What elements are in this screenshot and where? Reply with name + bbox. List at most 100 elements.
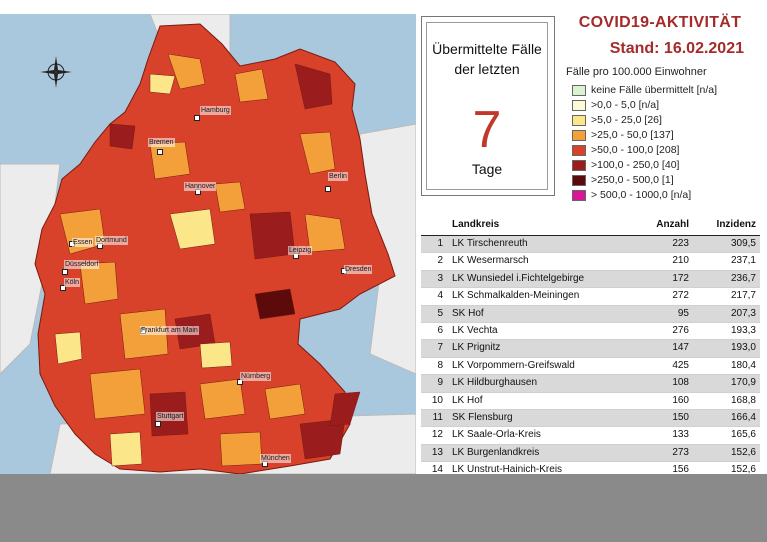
table-row[interactable]: 8 LK Vorpommern-Greifswald 425 180,4	[421, 358, 760, 376]
row-incidence: 152,6	[730, 464, 756, 476]
city-marker-duesseldorf	[62, 269, 68, 275]
legend-label: >250,0 - 500,0 [1]	[591, 174, 674, 186]
row-incidence: 237,1	[730, 255, 756, 267]
city-marker-berlin	[325, 186, 331, 192]
bottom-gray-band	[0, 474, 767, 542]
row-district: LK Unstrut-Hainich-Kreis	[452, 464, 563, 476]
legend-label: keine Fälle übermittelt [n/a]	[591, 84, 718, 96]
neighbor-land-west	[0, 163, 61, 375]
city-label-stuttgart: Stuttgart	[156, 412, 185, 421]
row-incidence: 217,7	[730, 290, 756, 302]
table-row[interactable]: 7 LK Prignitz 147 193,0	[421, 340, 760, 358]
compass-rose-icon	[40, 56, 72, 88]
row-district: LK Vorpommern-Greifswald	[452, 359, 575, 371]
legend-swatch	[572, 100, 586, 111]
legend-swatch	[572, 175, 586, 186]
legend-swatch	[572, 115, 586, 126]
row-incidence: 193,3	[730, 324, 756, 336]
row-count: 273	[672, 446, 689, 458]
row-rank: 6	[437, 324, 443, 336]
table-row[interactable]: 4 LK Schmalkalden-Meiningen 272 217,7	[421, 288, 760, 306]
row-rank: 14	[431, 464, 443, 476]
city-marker-koeln	[60, 285, 66, 291]
city-label-hannover: Hannover	[184, 182, 217, 191]
reporting-period-inner: Übermittelte Fälle der letzten 7 Tage	[426, 22, 548, 190]
city-label-bremen: Bremen	[148, 138, 175, 147]
row-district: LK Saale-Orla-Kreis	[452, 429, 541, 441]
row-district: SK Flensburg	[452, 411, 513, 423]
row-incidence: 170,9	[730, 377, 756, 389]
city-label-nuernberg: Nürnberg	[240, 372, 272, 381]
row-rank: 12	[431, 429, 443, 441]
col-header-incidence[interactable]: Inzidenz	[716, 219, 756, 230]
legend-label: >5,0 - 25,0 [26]	[591, 114, 662, 126]
row-rank: 1	[437, 238, 443, 249]
table-row[interactable]: 12 LK Saale-Orla-Kreis 133 165,6	[421, 427, 760, 445]
table-row[interactable]: 5 SK Hof 95 207,3	[421, 305, 760, 323]
row-rank: 4	[437, 290, 443, 302]
table-row[interactable]: 2 LK Wesermarsch 210 237,1	[421, 253, 760, 271]
row-count: 147	[672, 342, 689, 354]
germany-map[interactable]: Hamburg Bremen Hannover Berlin Essen Dor…	[0, 14, 416, 474]
table-header: Landkreis Anzahl Inzidenz	[421, 219, 760, 236]
row-incidence: 152,6	[730, 446, 756, 458]
row-incidence: 207,3	[730, 307, 756, 319]
row-district: LK Hof	[452, 394, 483, 406]
row-count: 276	[672, 324, 689, 336]
row-rank: 11	[432, 411, 443, 423]
city-label-duesseldorf: Düsseldorf	[64, 260, 100, 269]
col-header-district[interactable]: Landkreis	[452, 219, 500, 230]
row-count: 223	[672, 238, 689, 249]
legend-swatch	[572, 85, 586, 96]
row-count: 150	[672, 411, 689, 423]
table-row[interactable]: 3 LK Wunsiedel i.Fichtelgebirge 172 236,7	[421, 270, 760, 289]
row-district: LK Vechta	[452, 324, 498, 336]
row-rank: 7	[437, 342, 443, 354]
legend-label: >100,0 - 250,0 [40]	[591, 159, 680, 171]
legend-label: >0,0 - 5,0 [n/a]	[591, 99, 660, 111]
row-count: 108	[672, 377, 689, 389]
row-district: LK Schmalkalden-Meiningen	[452, 290, 580, 302]
table-row[interactable]: 10 LK Hof 160 168,8	[421, 393, 760, 410]
col-header-count[interactable]: Anzahl	[656, 219, 689, 230]
legend-swatch	[572, 160, 586, 171]
city-label-frankfurt: Frankfurt am Main	[140, 326, 199, 335]
table-body: 1 LK Tirschenreuth 223 309,5 2 LK Wesermarsch…	[421, 236, 760, 497]
row-district: LK Prignitz	[452, 342, 501, 354]
city-label-dresden: Dresden	[344, 265, 373, 274]
row-rank: 10	[431, 394, 443, 406]
city-marker-bremen	[157, 149, 163, 155]
district-patches	[54, 53, 361, 467]
table-row[interactable]: 11 SK Flensburg 150 166,4	[421, 409, 760, 428]
city-label-koeln: Köln	[64, 278, 81, 287]
row-district: SK Hof	[452, 307, 484, 319]
row-rank: 5	[437, 307, 443, 319]
row-incidence: 193,0	[730, 342, 756, 354]
row-district: LK Burgenlandkreis	[452, 446, 540, 458]
district-table: Landkreis Anzahl Inzidenz 1 LK Tirschenre…	[421, 219, 760, 497]
row-count: 95	[677, 307, 689, 319]
row-rank: 9	[437, 377, 443, 389]
table-row[interactable]: 9 LK Hildburghausen 108 170,9	[421, 375, 760, 393]
row-incidence: 168,8	[730, 394, 756, 406]
days-number: 7	[472, 101, 502, 159]
table-row[interactable]: 6 LK Vechta 276 193,3	[421, 323, 760, 341]
row-count: 425	[672, 359, 689, 371]
reporting-period-panel	[421, 16, 555, 196]
city-label-dortmund: Dortmund	[95, 236, 128, 245]
report-date: Stand: 16.02.2021	[609, 40, 744, 57]
row-incidence: 166,4	[730, 411, 756, 423]
table-row[interactable]: 13 LK Burgenlandkreis 273 152,6	[421, 444, 760, 463]
row-count: 156	[672, 464, 689, 476]
row-count: 210	[672, 255, 689, 267]
legend-swatch	[572, 190, 586, 201]
city-marker-hamburg	[194, 115, 200, 121]
row-rank: 13	[431, 446, 443, 458]
row-count: 160	[672, 394, 689, 406]
row-count: 272	[672, 290, 689, 302]
table-row[interactable]: 1 LK Tirschenreuth 223 309,5	[421, 236, 760, 254]
legend-unit-label: Fälle pro 100.000 Einwohner	[566, 66, 707, 78]
page-title: COVID19-AKTIVITÄT	[578, 14, 742, 31]
legend-swatch	[572, 145, 586, 156]
row-district: LK Hildburghausen	[452, 377, 538, 389]
